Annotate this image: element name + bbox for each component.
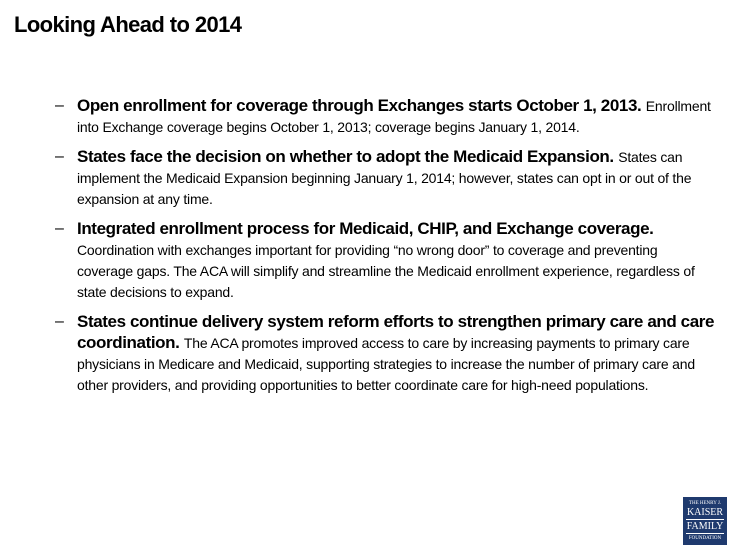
logo-text: THE HENRY J.: [688, 501, 722, 506]
bullet-lead: States face the decision on whether to a…: [77, 147, 614, 166]
bullet-item: – Open enrollment for coverage through Ex…: [55, 96, 717, 138]
bullet-body: Enrollment into Exchange coverage begins…: [77, 98, 711, 135]
title: Looking Ahead to 2014: [14, 12, 242, 37]
bullet-item: – States face the decision on whether to …: [55, 147, 717, 210]
bullet-lead: States continue delivery system reform e…: [77, 312, 715, 352]
bullet-item: – Integrated enrollment process for Medic…: [55, 219, 717, 303]
logo: THE HENRY J. KAISER FAMILY FOUNDATION: [683, 497, 727, 545]
bullet-marker: –: [55, 97, 64, 114]
bullet-body: Coordination with exchanges important fo…: [77, 242, 695, 300]
bullet-item: – States continue delivery system reform …: [55, 312, 717, 396]
bullet-body: The ACA promotes improved access to care…: [77, 335, 695, 393]
logo-text: KAISER: [686, 507, 724, 520]
bullet-lead: Integrated enrollment process for Medica…: [77, 219, 654, 238]
bullet-lead: Open enrollment for coverage through Exc…: [77, 96, 642, 115]
bullet-body: States can implement the Medicaid Expans…: [77, 149, 692, 207]
bullet-marker: –: [55, 313, 64, 330]
bullet-marker: –: [55, 148, 64, 165]
logo-text: FOUNDATION: [688, 536, 722, 541]
bullet-list: – Open enrollment for coverage through Ex…: [55, 96, 717, 405]
bullet-marker: –: [55, 220, 64, 237]
logo-text: FAMILY: [686, 521, 724, 534]
